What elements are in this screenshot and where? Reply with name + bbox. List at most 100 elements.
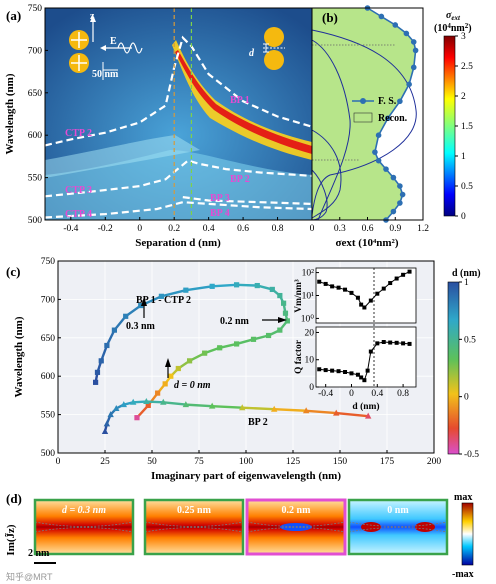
panel-d-letter: (d) <box>6 491 22 506</box>
map-border-0 <box>33 498 135 556</box>
q-point <box>330 368 335 373</box>
eigen-point-bp2 <box>208 402 216 409</box>
vm-point <box>401 272 406 277</box>
q-ytick-label: 20 <box>305 328 315 338</box>
eigen-segment <box>185 403 213 408</box>
d-colorbar-label: d (nm) <box>452 268 481 279</box>
fs-point <box>406 81 412 88</box>
b-xtick-label: 0.6 <box>362 224 374 234</box>
a-xtick-label: 0.8 <box>272 224 284 234</box>
panel-a-letter: (a) <box>6 8 21 23</box>
vm-point <box>362 305 367 310</box>
c-xtick-label: 200 <box>427 457 442 467</box>
vm-point <box>394 276 399 281</box>
q-point <box>362 378 367 383</box>
eigen-point-bp1 <box>162 381 168 387</box>
map-outline-bottom <box>246 527 346 533</box>
fs-point <box>378 13 385 20</box>
z-axis-label: z <box>90 11 95 22</box>
a-xtick-label: -0.4 <box>63 224 78 234</box>
dashed-curve-3 <box>182 196 313 205</box>
watermark: 知乎@MRT <box>6 571 53 582</box>
c-ytick-label: 600 <box>41 372 56 382</box>
current-map-1: 0.25 nm <box>143 498 245 556</box>
fs-point <box>410 64 417 71</box>
map-border-1 <box>143 498 245 556</box>
panel-c-letter: (c) <box>6 264 20 279</box>
inset-vm-plot: 10⁰ 10¹ 10² <box>301 269 412 324</box>
dashed-curve-2 <box>44 201 313 219</box>
c-xtick-label: 75 <box>194 457 204 467</box>
eigen-point-bp2 <box>120 401 127 408</box>
sigma-colorbar <box>443 35 456 217</box>
inset-q-frame <box>315 326 417 388</box>
vm-point <box>407 269 412 274</box>
d-cb-label: 0 <box>464 393 469 403</box>
q-ytick-label: 0 <box>309 383 314 393</box>
eigen-segment <box>161 289 187 298</box>
vm-point <box>388 281 393 286</box>
vm-ytick-label: 10² <box>302 269 315 279</box>
eigen-point-bp1 <box>269 286 275 293</box>
eigen-point-bp2 <box>182 401 190 408</box>
colorbar-min: -max <box>452 569 474 580</box>
map-border-2 <box>245 498 347 556</box>
vm-point <box>368 298 373 303</box>
a-ytick-label: 650 <box>28 89 43 99</box>
panel-a: z E 50 nm d CTP 2 CTP 3 CTP 4 BP 1 BP 2 … <box>4 4 313 249</box>
dashed-curve-1 <box>44 159 313 198</box>
q-point <box>394 340 399 345</box>
label-bp2-c: BP 2 <box>248 417 268 428</box>
jz-colorbar <box>461 502 474 566</box>
bp1-core <box>175 50 312 154</box>
c-xtick-label: 100 <box>239 457 254 467</box>
a-ytick-label: 550 <box>28 174 43 184</box>
panel-b-xlabel: σext (10⁴nm²) <box>336 237 399 249</box>
panel-d-ylabel: Im(J̃z) <box>4 524 17 555</box>
vm-point <box>349 290 354 295</box>
b-xtick-label: 1.2 <box>417 224 429 234</box>
c-xtick-label: 175 <box>380 457 395 467</box>
label-ctp4: CTP 4 <box>65 209 92 220</box>
fs-point <box>397 200 403 206</box>
eigen-point-bp1 <box>98 358 104 364</box>
q-xtick-label: -0.4 <box>318 389 333 399</box>
eigen-point-bp1 <box>284 318 290 324</box>
eigen-point-bp1 <box>250 336 257 342</box>
q-point <box>365 368 370 373</box>
eigen-point-bp2 <box>143 398 150 405</box>
current-map-2: 0.2 nm <box>245 498 347 556</box>
eigen-segment <box>274 408 307 412</box>
label-0p2nm: 0.2 nm <box>220 316 250 327</box>
panel-c-ylabel: Wavelength (nm) <box>13 316 25 397</box>
eigen-segment <box>185 285 213 292</box>
dimer-icon-right <box>263 27 285 70</box>
eigen-point-bp1 <box>202 350 208 356</box>
sigma-cb-label: 1.5 <box>461 122 473 132</box>
vm-point <box>343 287 348 292</box>
q-xtick-label: 0.8 <box>397 389 409 399</box>
a-xtick-label: 0 <box>137 224 142 234</box>
c-xtick-label: 50 <box>147 457 157 467</box>
vm-point <box>381 286 386 291</box>
heatmap-mid-region <box>45 135 200 178</box>
component-line-0 <box>311 39 351 221</box>
d-cb-label: 0.5 <box>464 335 476 345</box>
c-xtick-label: 25 <box>100 457 110 467</box>
panel-a-xticks: -0.4 -0.2 0 0.2 0.4 0.6 0.8 <box>63 217 284 234</box>
fs-point <box>390 208 397 215</box>
map-hot-right <box>415 522 435 532</box>
sigma-cb-label: 1 <box>461 152 466 162</box>
c-xtick-label: 0 <box>56 457 61 467</box>
eigen-point-bp1 <box>254 282 260 289</box>
eigen-point-bp1 <box>277 292 283 299</box>
eigen-segment <box>236 338 254 346</box>
panel-c-yticks: 500 550 600 650 700 750 <box>41 257 61 459</box>
vm-ytick-label: 10¹ <box>302 292 315 302</box>
c-ytick-label: 750 <box>41 257 56 267</box>
eigen-point-bp1 <box>175 365 181 372</box>
colorbar-label-b: (104nm2) <box>434 22 472 34</box>
label-bp4: BP 4 <box>210 208 230 219</box>
map-label-1: 0.25 nm <box>177 505 212 516</box>
label-d0: d = 0 nm <box>174 380 211 391</box>
